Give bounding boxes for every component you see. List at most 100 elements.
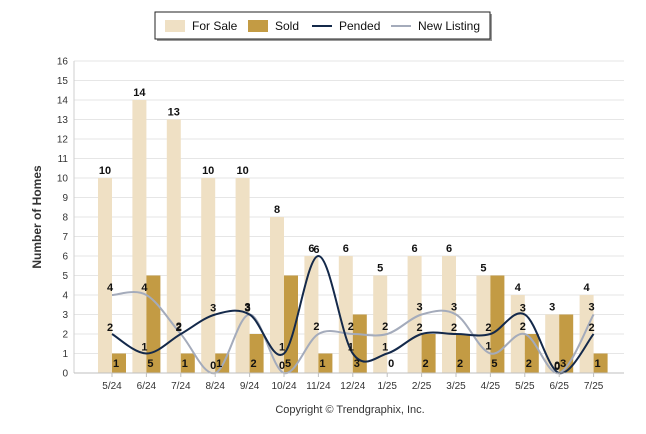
- bar-for-sale: [407, 256, 422, 373]
- y-tick-label: 7: [62, 232, 68, 243]
- label-new-listing: 3: [417, 302, 423, 314]
- y-tick-label: 8: [62, 213, 68, 224]
- bar-sold: [318, 353, 333, 373]
- x-tick-label: 6/24: [137, 381, 157, 392]
- y-tick-label: 4: [62, 291, 68, 302]
- label-sold: 0: [388, 358, 394, 370]
- label-sold: 1: [319, 358, 325, 370]
- x-tick-label: 2/25: [412, 381, 432, 392]
- label-sold: 5: [147, 358, 153, 370]
- x-tick-label: 6/25: [549, 381, 569, 392]
- x-tick-label: 4/25: [481, 381, 501, 392]
- label-new-listing: 1: [485, 341, 491, 353]
- bar-for-sale: [166, 119, 181, 373]
- bar-sold: [490, 275, 505, 373]
- label-sold: 5: [491, 358, 497, 370]
- bar-for-sale: [304, 256, 319, 373]
- legend-for-sale-swatch: [165, 20, 185, 32]
- bar-sold: [559, 314, 574, 373]
- label-pended: 3: [210, 303, 216, 315]
- label-pended: 2: [589, 322, 595, 334]
- bar-sold: [593, 353, 608, 373]
- y-tick-label: 14: [57, 96, 69, 107]
- legend-pended: Pended: [312, 19, 380, 33]
- label-sold: 2: [251, 358, 257, 370]
- label-for-sale: 10: [202, 165, 214, 177]
- label-pended: 3: [245, 303, 251, 315]
- legend: For Sale Sold Pended New Listing: [154, 11, 492, 41]
- legend-new-listing: New Listing: [391, 19, 480, 33]
- bar-sold: [180, 353, 195, 373]
- bar-sold: [112, 353, 126, 373]
- y-tick-label: 10: [57, 174, 69, 185]
- legend-pended-label: Pended: [339, 19, 380, 33]
- label-pended: 1: [382, 342, 388, 354]
- y-axis-title: Number of Homes: [30, 165, 44, 269]
- y-tick-label: 1: [62, 349, 68, 360]
- label-for-sale: 5: [377, 263, 383, 275]
- y-tick-label: 6: [62, 252, 68, 263]
- label-sold: 5: [285, 358, 291, 370]
- label-new-listing: 0: [554, 360, 560, 372]
- legend-new-listing-label: New Listing: [418, 19, 480, 33]
- bar-sold: [456, 334, 470, 373]
- label-pended: 2: [451, 322, 457, 334]
- label-pended: 2: [176, 322, 182, 334]
- label-for-sale: 10: [99, 165, 111, 177]
- label-for-sale: 13: [168, 107, 180, 119]
- y-tick-label: 5: [62, 271, 68, 282]
- line-pended: [111, 254, 595, 375]
- label-new-listing: 2: [382, 321, 388, 333]
- x-tick-label: 10/24: [271, 381, 296, 392]
- bar-for-sale: [373, 275, 388, 373]
- bar-for-sale: [270, 217, 284, 373]
- label-sold: 3: [354, 358, 360, 370]
- x-axis: 5/24 6/24 7/24 8/24 9/24 10/24 11/24 12/24 1/25 2…: [74, 372, 624, 392]
- label-for-sale: 3: [549, 302, 555, 314]
- y-tick-label: 12: [57, 135, 69, 146]
- y-tick-label: 0: [62, 369, 68, 380]
- copyright-footer: Copyright © Trendgraphix, Inc.: [275, 404, 424, 416]
- bar-sold: [249, 334, 264, 373]
- label-sold: 1: [182, 358, 188, 370]
- bar-for-sale: [338, 256, 353, 373]
- label-for-sale: 5: [480, 263, 486, 275]
- y-tick-label: 16: [57, 57, 69, 68]
- label-for-sale: 6: [446, 243, 452, 255]
- y-tick-label: 15: [57, 76, 69, 87]
- label-pended: 1: [279, 342, 285, 354]
- x-tick-label: 11/24: [306, 381, 331, 392]
- label-new-listing: 2: [348, 321, 354, 333]
- x-tick-label: 3/25: [446, 381, 466, 392]
- bars: [98, 100, 608, 373]
- legend-sold-swatch: [248, 20, 268, 32]
- x-tick-label: 8/24: [205, 381, 225, 392]
- legend-for-sale: For Sale: [165, 19, 238, 33]
- label-new-listing: 0: [210, 360, 216, 372]
- label-pended: 1: [141, 342, 147, 354]
- label-new-listing: 3: [451, 302, 457, 314]
- label-sold: 2: [526, 358, 532, 370]
- label-pended: 0: [554, 361, 560, 373]
- bar-for-sale: [442, 256, 456, 373]
- bar-sold: [146, 275, 161, 373]
- x-tick-label: 12/24: [340, 381, 365, 392]
- label-new-listing: 2: [313, 321, 319, 333]
- legend-sold-label: Sold: [275, 19, 299, 33]
- y-tick-label: 2: [62, 330, 68, 341]
- label-pended: 2: [107, 322, 113, 334]
- label-pended: 3: [520, 303, 526, 315]
- label-for-sale: 6: [412, 243, 418, 255]
- bar-for-sale: [476, 275, 491, 373]
- label-for-sale: 4: [584, 282, 591, 294]
- line-new-listing: [111, 291, 595, 375]
- label-pended: 1: [348, 342, 354, 354]
- bar-for-sale: [132, 100, 147, 373]
- y-tick-label: 9: [62, 193, 68, 204]
- label-sold: 2: [457, 358, 463, 370]
- label-for-sale: 6: [343, 243, 349, 255]
- data-labels: 1012414514131221013010233851061626312501…: [99, 87, 601, 373]
